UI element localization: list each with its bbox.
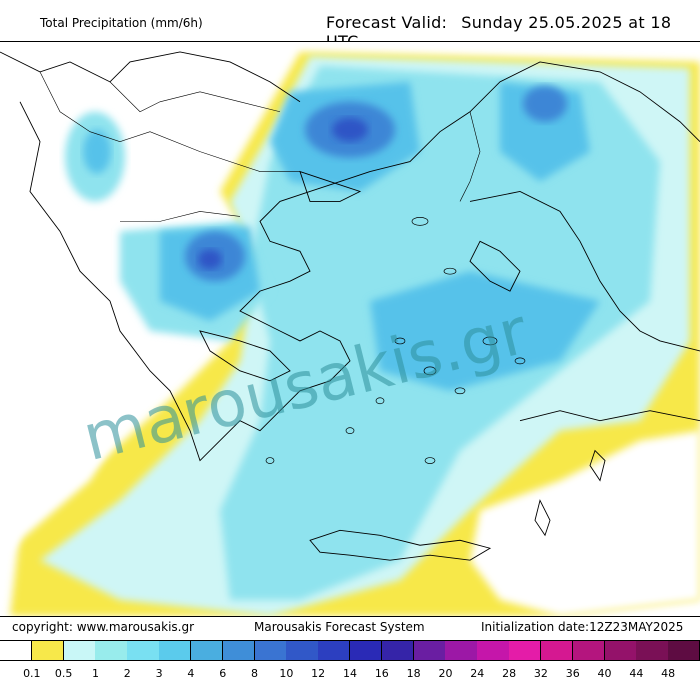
system-name: Marousakis Forecast System	[254, 620, 425, 634]
scale-tick-label: 24	[470, 667, 485, 680]
color-swatch	[31, 640, 65, 660]
color-swatch	[159, 640, 192, 660]
scale-tick-label: 36	[565, 667, 580, 680]
scale-tick-label: 0.1	[23, 667, 41, 680]
color-swatch	[413, 640, 446, 660]
initialization-date: Initialization date:12Z23MAY2025	[481, 620, 684, 634]
scale-tick-label: 18	[406, 667, 421, 680]
scale-tick-label: 28	[502, 667, 517, 680]
scale-tick-label: 4	[187, 667, 195, 680]
scale-tick-label: 1	[91, 667, 99, 680]
color-swatch	[95, 640, 128, 660]
color-swatch	[636, 640, 669, 660]
scale-tick-label: 10	[279, 667, 294, 680]
color-swatch	[604, 640, 637, 660]
scale-tick-label: 3	[155, 667, 163, 680]
rain-core-north-center	[332, 117, 368, 142]
scale-tick-label: 2	[123, 667, 131, 680]
scale-tick-label: 16	[374, 667, 389, 680]
color-swatch	[127, 640, 160, 660]
islands	[265, 217, 526, 464]
precipitation-map: marousakis.gr	[0, 41, 700, 617]
heavier-rain-area-east	[500, 81, 590, 182]
color-swatch	[0, 640, 33, 660]
color-swatch	[668, 640, 700, 660]
color-swatch	[63, 640, 96, 660]
heavier-rain-area-south	[370, 271, 600, 391]
scale-tick-label: 0.5	[54, 667, 73, 680]
scale-tick-label: 32	[533, 667, 548, 680]
color-swatch	[190, 640, 224, 660]
scale-tick-label: 48	[661, 667, 676, 680]
scale-tick-label: 40	[597, 667, 612, 680]
forecast-label: Forecast Valid:	[326, 13, 448, 32]
rain-cell-isolated-core	[83, 129, 111, 174]
scale-tick-label: 12	[311, 667, 326, 680]
color-swatch	[381, 640, 415, 660]
scale-tick-label: 6	[219, 667, 227, 680]
map-title: Total Precipitation (mm/6h)	[40, 16, 203, 30]
scale-tick-label: 8	[251, 667, 259, 680]
dry-area-southwest	[0, 430, 120, 561]
scale-tick-label: 44	[629, 667, 644, 680]
color-swatch	[222, 640, 256, 660]
scale-tick-label: 14	[343, 667, 357, 680]
color-swatch	[540, 640, 574, 660]
scale-tick-label: 20	[438, 667, 453, 680]
color-swatch	[509, 640, 542, 660]
dry-area-southeast	[470, 430, 700, 616]
color-swatch	[477, 640, 510, 660]
color-swatch	[350, 640, 383, 660]
color-swatch	[286, 640, 319, 660]
coastlines	[0, 51, 700, 561]
copyright-text: copyright: www.marousakis.gr	[12, 620, 195, 634]
rain-core-west-center	[198, 249, 222, 270]
color-scale	[0, 640, 700, 662]
color-swatch	[445, 640, 478, 660]
color-swatch	[254, 640, 287, 660]
color-swatch	[318, 640, 351, 660]
rain-core-east	[523, 85, 567, 122]
color-swatch	[572, 640, 606, 660]
borders	[39, 71, 481, 222]
